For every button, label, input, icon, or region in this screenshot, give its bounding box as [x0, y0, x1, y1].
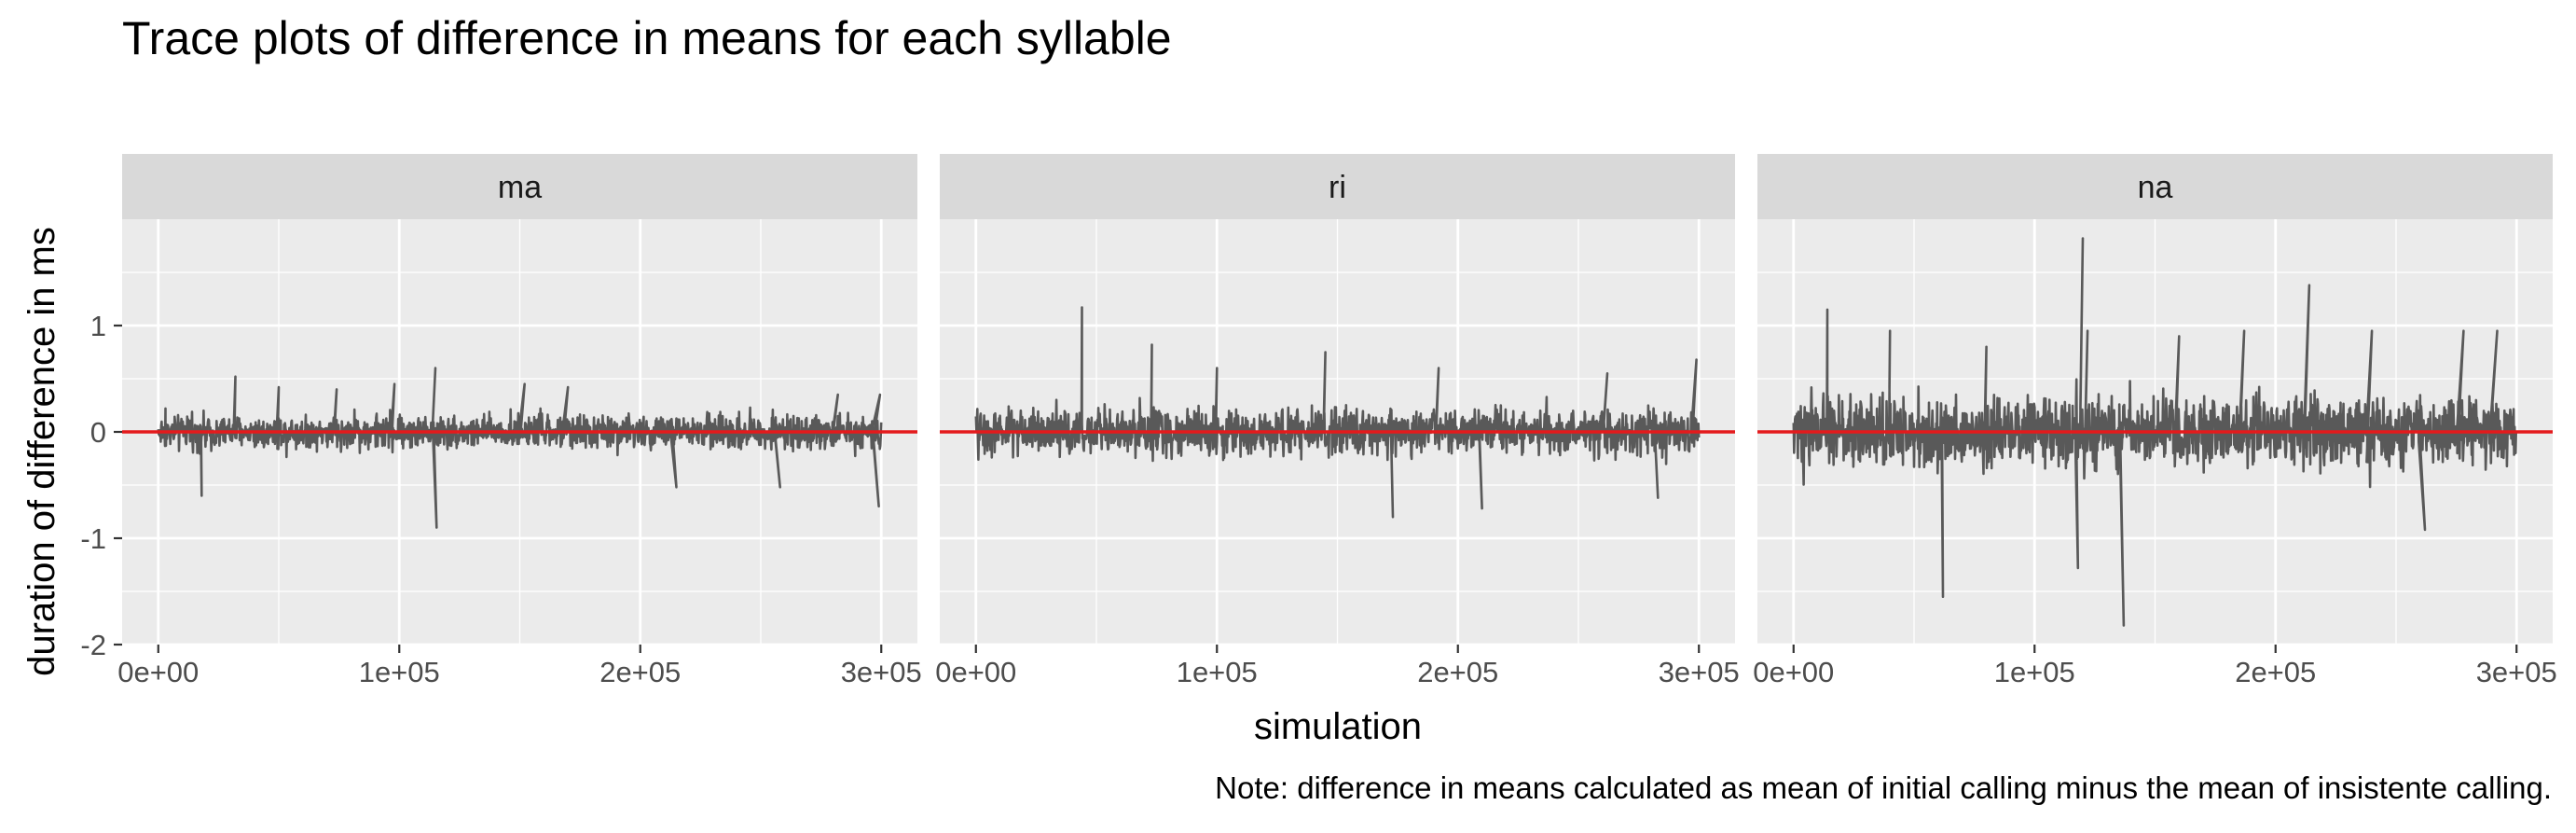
trace-series-ri — [974, 306, 1701, 519]
y-tick-label: 0 — [90, 416, 106, 449]
x-tick-label: 0e+00 — [1753, 656, 1834, 688]
y-tick-label: 1 — [90, 310, 106, 342]
facet-panels: ma 0e+00 1e+05 2e+05 3e+05 -2 -1 0 1 ri 0e+00 1e+05… — [80, 154, 2557, 688]
x-tick-label: 2e+05 — [2235, 656, 2316, 688]
facet-label-ma: ma — [498, 170, 542, 205]
x-tick-label: 0e+00 — [935, 656, 1016, 688]
trace-series-na — [1792, 237, 2518, 627]
x-tick-label: 2e+05 — [599, 656, 681, 688]
y-axis: -2 -1 0 1 — [80, 310, 122, 661]
trace-series-ma — [157, 367, 883, 529]
x-axis-label: simulation — [1254, 706, 1422, 747]
x-tick-label: 3e+05 — [1659, 656, 1740, 688]
x-axis: 0e+00 1e+05 2e+05 3e+05 — [1753, 645, 2557, 688]
minor-gridlines — [940, 219, 1735, 645]
facet-strip — [940, 154, 1735, 219]
x-tick-label: 2e+05 — [1417, 656, 1498, 688]
y-tick-label: -2 — [80, 629, 106, 661]
x-tick-label: 1e+05 — [359, 656, 440, 688]
chart-title: Trace plots of difference in means for e… — [122, 12, 1172, 64]
x-tick-label: 3e+05 — [2476, 656, 2557, 688]
y-axis-label: duration of difference in ms — [21, 227, 62, 676]
facet-strip — [122, 154, 917, 219]
facet-panel-ma: ma 0e+00 1e+05 2e+05 3e+05 -2 -1 0 1 — [80, 154, 922, 688]
facet-strip — [1757, 154, 2553, 219]
facet-label-na: na — [2138, 170, 2173, 205]
x-tick-label: 1e+05 — [1994, 656, 2075, 688]
facet-panel-ri: ri 0e+00 1e+05 2e+05 3e+05 — [935, 154, 1740, 688]
x-tick-label: 3e+05 — [841, 656, 922, 688]
y-tick-label: -1 — [80, 522, 106, 555]
x-tick-label: 0e+00 — [117, 656, 199, 688]
x-tick-label: 1e+05 — [1177, 656, 1258, 688]
x-axis: 0e+00 1e+05 2e+05 3e+05 — [935, 645, 1740, 688]
facet-label-ri: ri — [1329, 170, 1346, 205]
chart-caption: Note: difference in means calculated as … — [1215, 771, 2552, 805]
x-axis: 0e+00 1e+05 2e+05 3e+05 — [117, 645, 922, 688]
facet-panel-na: na 0e+00 1e+05 2e+05 3e+05 — [1753, 154, 2557, 688]
